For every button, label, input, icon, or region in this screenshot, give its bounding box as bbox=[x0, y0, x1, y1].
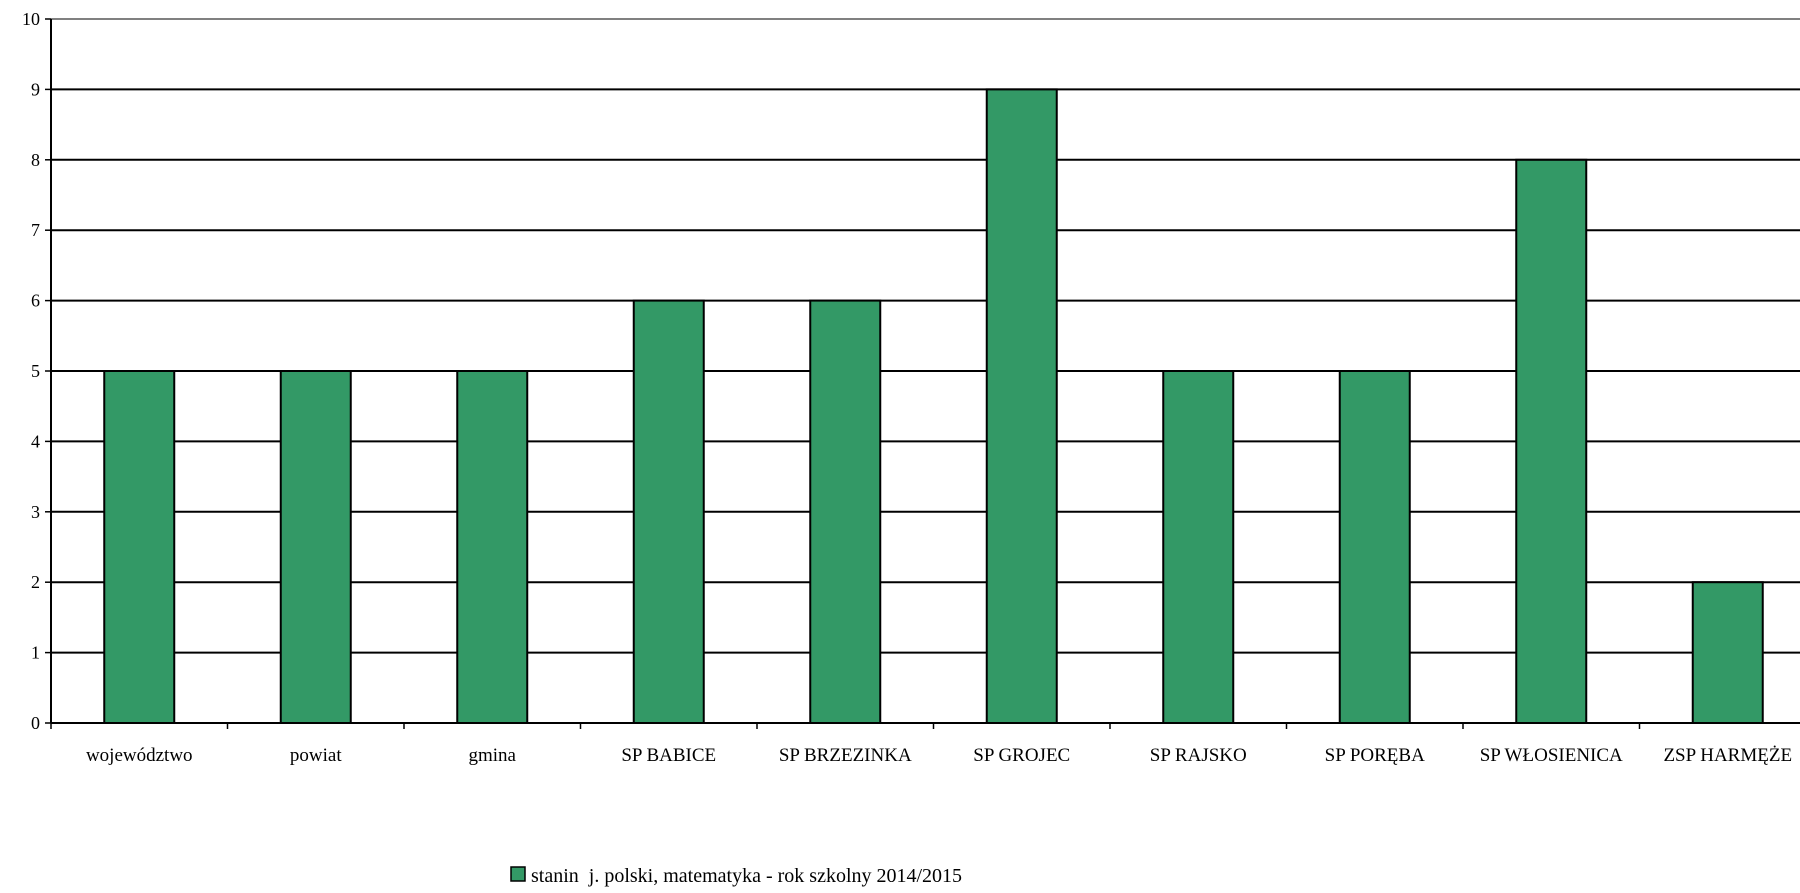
bar bbox=[103, 370, 176, 724]
x-tick-label: województwo bbox=[86, 745, 193, 766]
legend-label: stanin j. polski, matematyka - rok szkol… bbox=[531, 865, 962, 887]
bar-layer bbox=[103, 88, 1764, 725]
bar bbox=[809, 299, 882, 724]
y-tick-label: 5 bbox=[31, 361, 40, 381]
bar bbox=[1162, 370, 1235, 724]
bar bbox=[1691, 581, 1764, 725]
x-tick-label: SP BRZEZINKA bbox=[779, 745, 912, 766]
x-tick-label: SP RAJSKO bbox=[1150, 745, 1247, 766]
x-tick-label: SP PORĘBA bbox=[1325, 745, 1425, 766]
x-tick-label: SP GROJEC bbox=[973, 745, 1070, 766]
bar bbox=[456, 370, 529, 724]
legend-swatch bbox=[510, 866, 526, 882]
bar bbox=[1338, 370, 1411, 724]
axis-layer: 0 1 2 3 4 5 6 7 8 9 10 województwo powiat gmina SP BAB… bbox=[22, 9, 1800, 766]
x-tick-label: SP WŁOSIENICA bbox=[1480, 745, 1623, 766]
y-tick-label: 0 bbox=[31, 713, 40, 733]
legend: stanin j. polski, matematyka - rok szkol… bbox=[510, 865, 962, 887]
bar bbox=[632, 299, 705, 724]
y-tick-label: 4 bbox=[31, 431, 40, 451]
y-tick-label: 7 bbox=[31, 220, 40, 240]
y-tick-label: 3 bbox=[31, 502, 40, 522]
y-tick-label: 8 bbox=[31, 150, 40, 170]
y-tick-label: 10 bbox=[22, 9, 40, 29]
x-tick-label: SP BABICE bbox=[621, 745, 716, 766]
bar bbox=[1515, 158, 1588, 725]
x-tick-label: ZSP HARMĘŻE bbox=[1663, 745, 1792, 766]
x-tick-label: gmina bbox=[469, 745, 517, 766]
y-tick-label: 2 bbox=[31, 572, 40, 592]
x-tick-label: powiat bbox=[290, 745, 342, 766]
y-tick-label: 9 bbox=[31, 79, 40, 99]
y-tick-label: 1 bbox=[31, 643, 40, 663]
bar bbox=[985, 88, 1058, 724]
y-tick-label: 6 bbox=[31, 291, 40, 311]
bar bbox=[279, 370, 352, 724]
